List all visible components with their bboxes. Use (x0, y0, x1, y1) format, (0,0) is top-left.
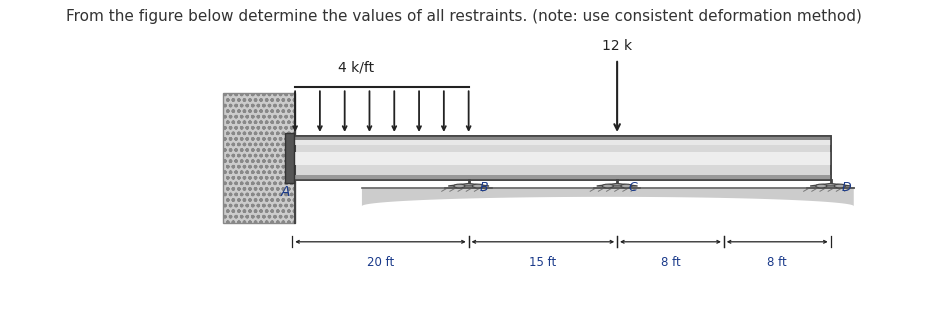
Circle shape (620, 184, 631, 188)
Circle shape (815, 184, 826, 188)
Bar (292, 152, 830, 165)
Bar (222, 93, 295, 223)
Text: From the figure below determine the values of all restraints. (note: use consist: From the figure below determine the valu… (66, 9, 861, 24)
Circle shape (453, 184, 464, 188)
Text: 12 k: 12 k (602, 39, 631, 53)
Text: C: C (628, 181, 636, 194)
Circle shape (472, 184, 483, 188)
Polygon shape (448, 184, 489, 186)
Text: B: B (479, 181, 488, 194)
Bar (292, 175, 830, 180)
Text: 8 ft: 8 ft (660, 256, 679, 269)
Bar (292, 136, 830, 140)
Circle shape (833, 184, 844, 188)
Text: D: D (841, 181, 850, 194)
Polygon shape (809, 184, 850, 186)
Polygon shape (596, 184, 637, 186)
Bar (292, 136, 830, 180)
Text: 4 k/ft: 4 k/ft (337, 60, 374, 74)
Bar (285, 133, 294, 183)
Text: 20 ft: 20 ft (366, 256, 394, 269)
Text: 15 ft: 15 ft (528, 256, 556, 269)
Polygon shape (362, 188, 853, 206)
Text: 8 ft: 8 ft (767, 256, 786, 269)
Bar (292, 136, 830, 180)
Circle shape (602, 184, 613, 188)
Text: A: A (281, 185, 290, 199)
Bar (292, 136, 830, 145)
